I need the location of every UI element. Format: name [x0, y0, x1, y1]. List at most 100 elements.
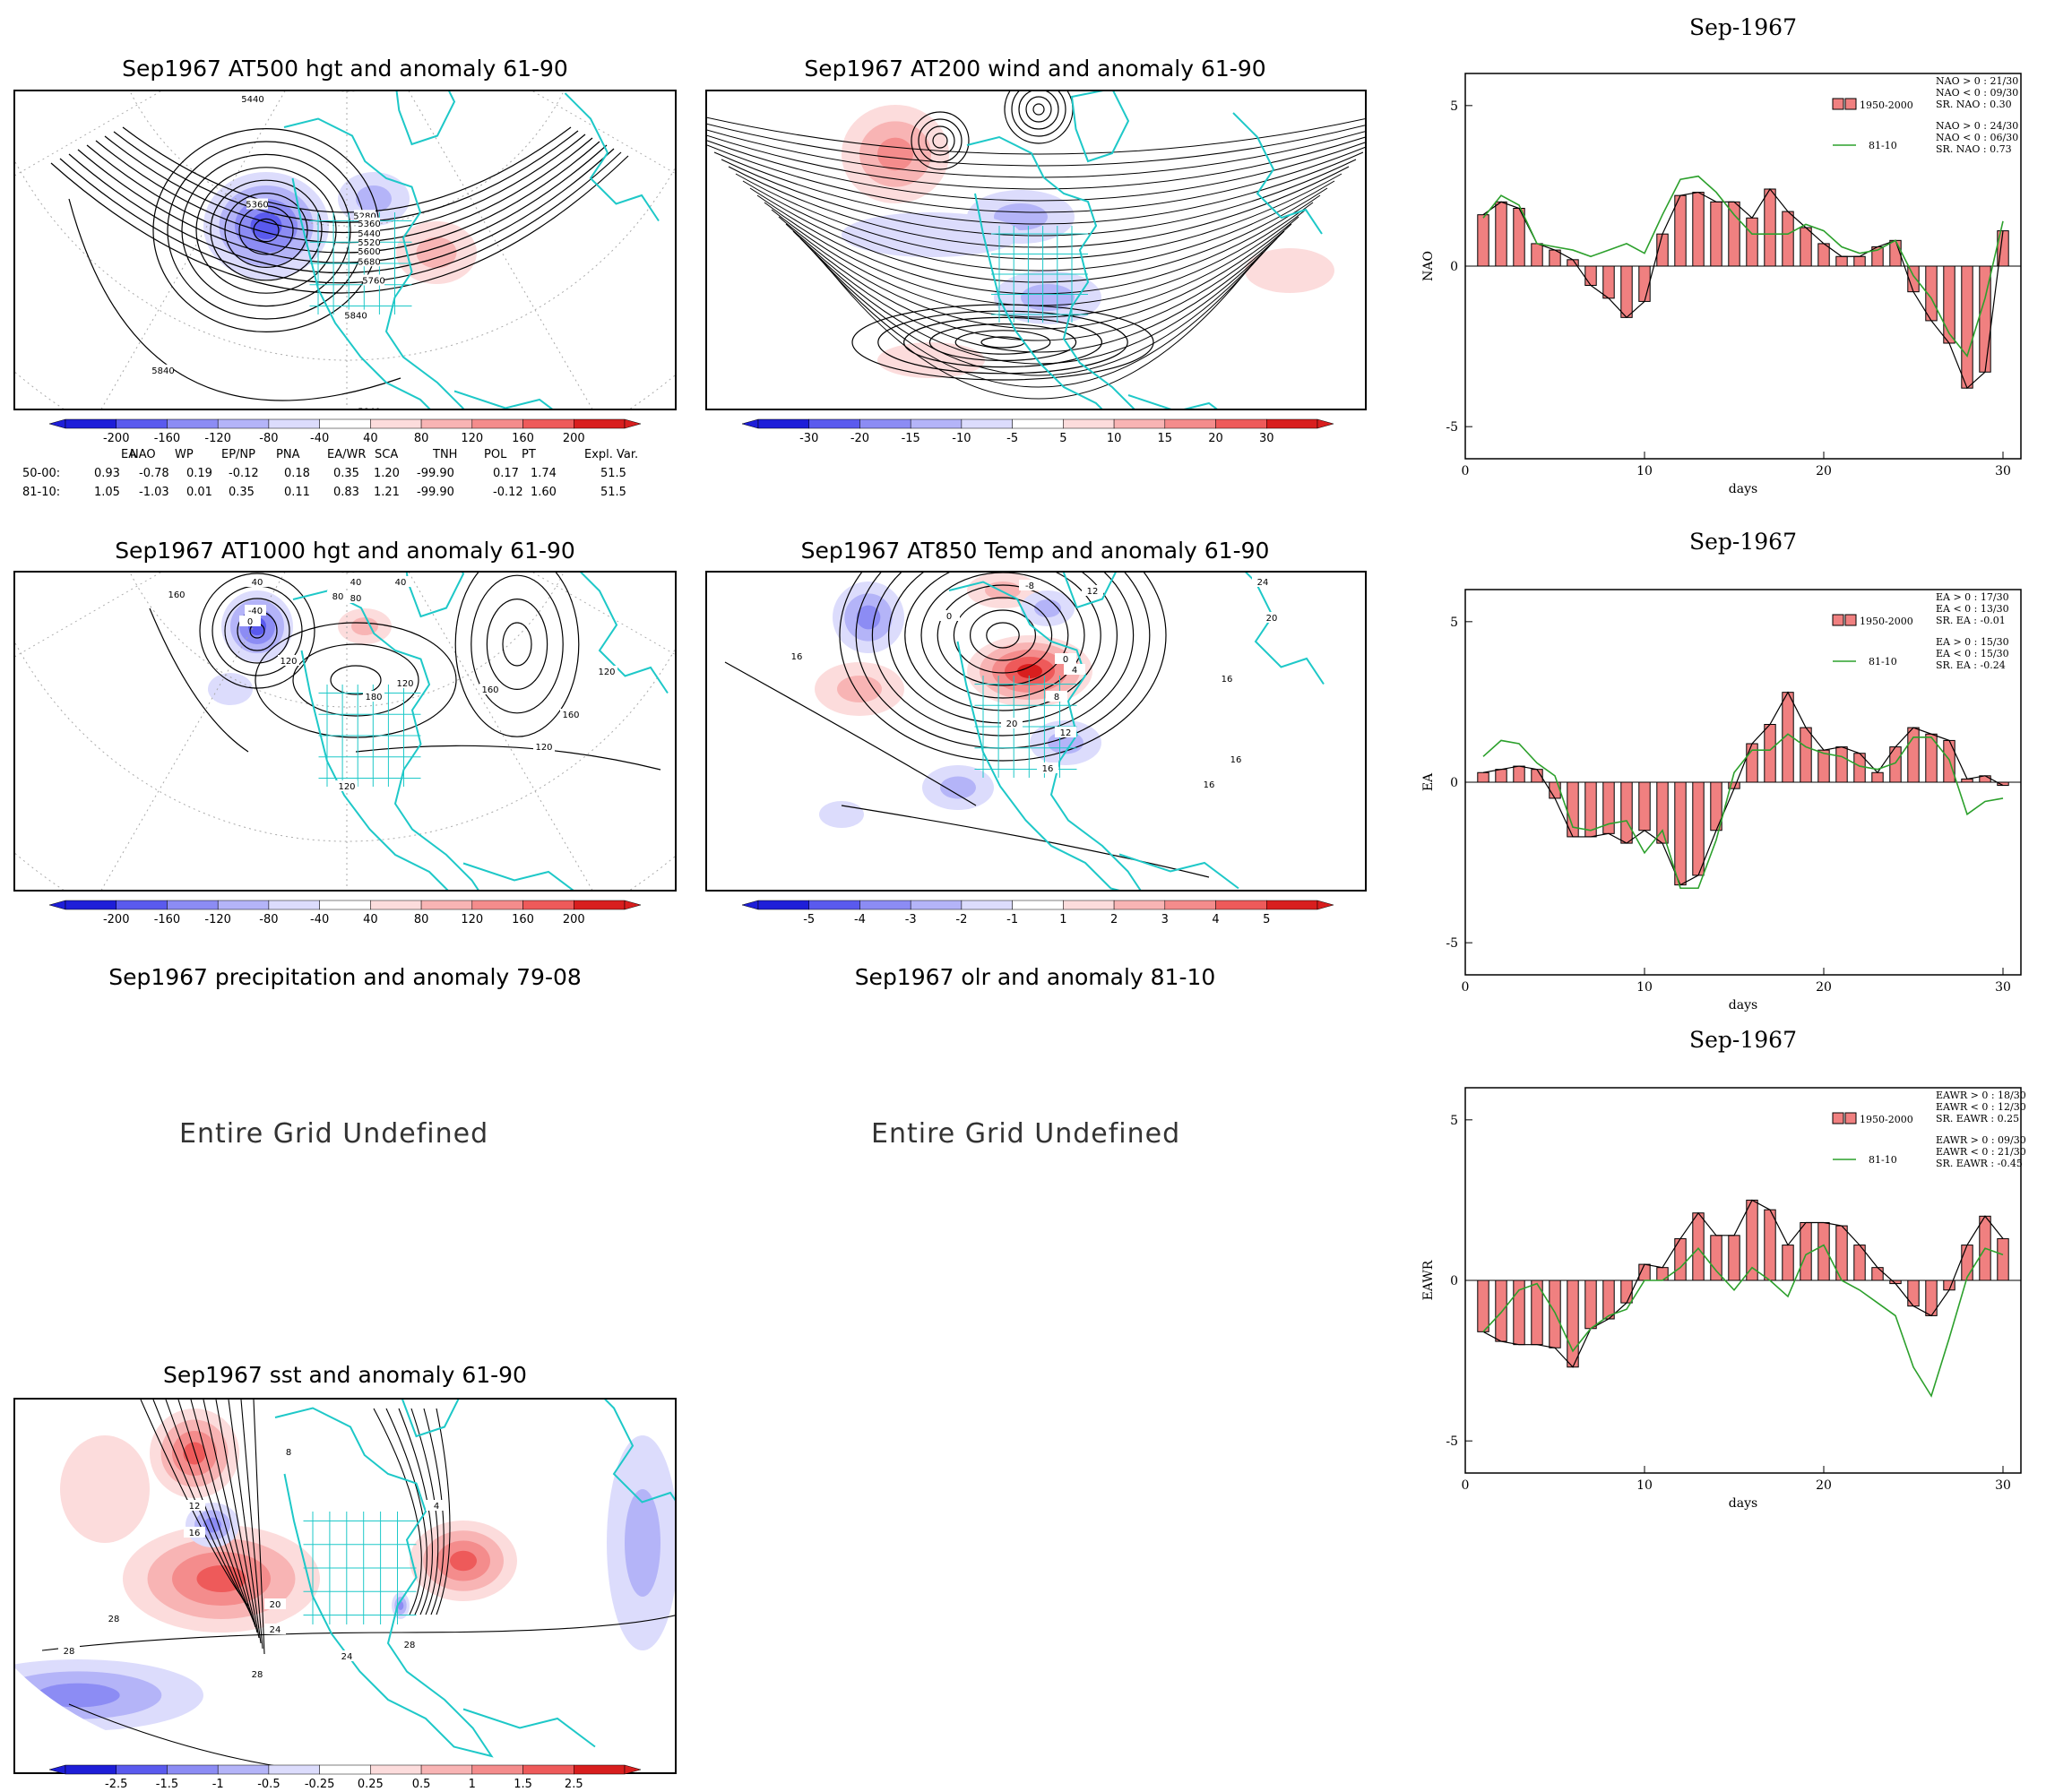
contour-label-bg [358, 217, 380, 228]
index-value-cell: -0.78 [139, 467, 169, 480]
index-value-cell: 1.21 [374, 486, 400, 499]
contour-label: 180 [365, 693, 382, 702]
contour-label: 28 [64, 1647, 75, 1657]
contour-label: 24 [1257, 578, 1269, 588]
sst-contour [423, 1408, 445, 1615]
map-title-z500: Sep1967 AT500 hgt and anomaly 61-90 [122, 56, 568, 82]
map-w200 [705, 90, 1367, 410]
index-header-cell: WP [175, 448, 194, 461]
index-row-label: 81-10: [22, 486, 61, 499]
height-contour [471, 574, 564, 714]
bar [1764, 724, 1776, 783]
anomaly-negative [208, 673, 253, 705]
latitude-circle [15, 642, 675, 842]
index-header-cell: EA [121, 448, 137, 461]
colorbar-arrow-left [49, 418, 66, 429]
temp-contour [953, 597, 1053, 674]
colorbar-tick-label: -1.5 [156, 1778, 178, 1790]
anomaly-positive [1017, 664, 1042, 678]
colorbar-segment [217, 418, 270, 429]
bar [1871, 1267, 1884, 1281]
x-tick-label: 10 [1636, 1478, 1653, 1493]
colorbar-segment [574, 418, 626, 429]
y-tick-label: -5 [1446, 420, 1458, 435]
colorbar-segment [420, 1764, 473, 1775]
bar [1692, 781, 1705, 876]
latitude-circle [15, 91, 677, 410]
colorbar-tick-label: -10 [952, 432, 971, 445]
bar [1656, 781, 1669, 844]
sst-contour [152, 1400, 251, 1612]
colorbar-segment [116, 418, 168, 429]
contour-label: 40 [350, 578, 362, 588]
colorbar-arrow-left [49, 1764, 66, 1775]
contour-label: 80 [350, 594, 362, 604]
bar [1710, 1235, 1722, 1281]
x-tick-label: 10 [1636, 464, 1653, 478]
legend-bar-stat: SR. NAO : 0.30 [1936, 99, 2012, 110]
contour-label: 5840 [344, 312, 367, 322]
y-tick-label: 0 [1450, 260, 1458, 274]
contour-label: 28 [252, 1670, 263, 1680]
sst-contour [240, 1400, 263, 1650]
bar [1638, 781, 1651, 831]
index-value-cell: 0.35 [333, 467, 359, 480]
contour-label: 0 [946, 612, 952, 622]
contour-label: 12 [1087, 587, 1099, 597]
contour-label-bg [246, 198, 268, 210]
height-contour [253, 218, 280, 243]
bar [1620, 781, 1633, 844]
bar [1477, 1279, 1489, 1332]
meridian-line [15, 573, 162, 658]
height-contour [486, 598, 548, 691]
chart-ea: 5 0 -5 0 10 20 30 days EA 1950-2000 EA > 0 : 17/30… [1421, 589, 2022, 1012]
contour-label-bg [1055, 727, 1076, 737]
height-contour [255, 622, 457, 738]
prec-undefined-text: Entire Grid Undefined [179, 1118, 489, 1150]
colorbar-segment [522, 900, 574, 910]
anomaly-negative [856, 605, 881, 630]
anomaly-negative [940, 776, 976, 799]
height-contour [330, 665, 382, 695]
colorbar-segment [167, 900, 219, 910]
height-contour [292, 643, 419, 717]
bar [1602, 265, 1615, 299]
contour-label-bg [1019, 580, 1040, 590]
streamline-vortex [954, 330, 1051, 355]
height-contour [68, 198, 401, 401]
colorbar-t850: -5 -4 -3 -2 -1 1 2 3 4 5 [742, 900, 1334, 926]
bar [1907, 727, 1920, 783]
height-contour [113, 130, 579, 223]
x-tick-label: 0 [1462, 464, 1470, 478]
colorbar-tick-label: -5 [1006, 432, 1018, 445]
bar [1495, 1279, 1507, 1342]
contour-label-bg [264, 1624, 286, 1634]
coastline-caribbean [1127, 394, 1218, 409]
coastline-greenland [1070, 91, 1130, 163]
height-contour [122, 126, 572, 213]
contour-label-bg [103, 1613, 125, 1624]
bar [1728, 1235, 1740, 1281]
colorbar-segment [420, 418, 473, 429]
streamline-vortex [903, 316, 1103, 368]
streamline-vortex [1004, 91, 1074, 144]
colorbar-tick-label: 3 [1161, 913, 1169, 926]
y-tick-label: -5 [1446, 1434, 1458, 1449]
contour-label-bg [245, 605, 266, 616]
legend-bar-swatch [1832, 1112, 1844, 1124]
anomaly-negative [819, 801, 864, 828]
coastline-greenland [1063, 573, 1117, 609]
map-z1000: 160 40 -40 0 120 40 80 80 40 120 160 180 160 120 120 12… [13, 571, 677, 892]
index-table: NAO EA WP EP/NP PNA EA/WR SCA TNH POL PT Expl. Var… [22, 448, 641, 504]
colorbar-tick-label: -160 [154, 432, 181, 445]
colorbar-segment [319, 900, 371, 910]
colorbar-segment [217, 900, 270, 910]
streamline [785, 223, 1292, 341]
contour-label: 120 [280, 657, 297, 667]
colorbar-segment [859, 418, 911, 429]
sst-outside [15, 1668, 276, 1772]
height-contour [59, 151, 622, 284]
contour-label-bg [390, 576, 411, 587]
bar [1567, 1279, 1579, 1368]
colorbar-tick-label: -3 [905, 913, 917, 926]
